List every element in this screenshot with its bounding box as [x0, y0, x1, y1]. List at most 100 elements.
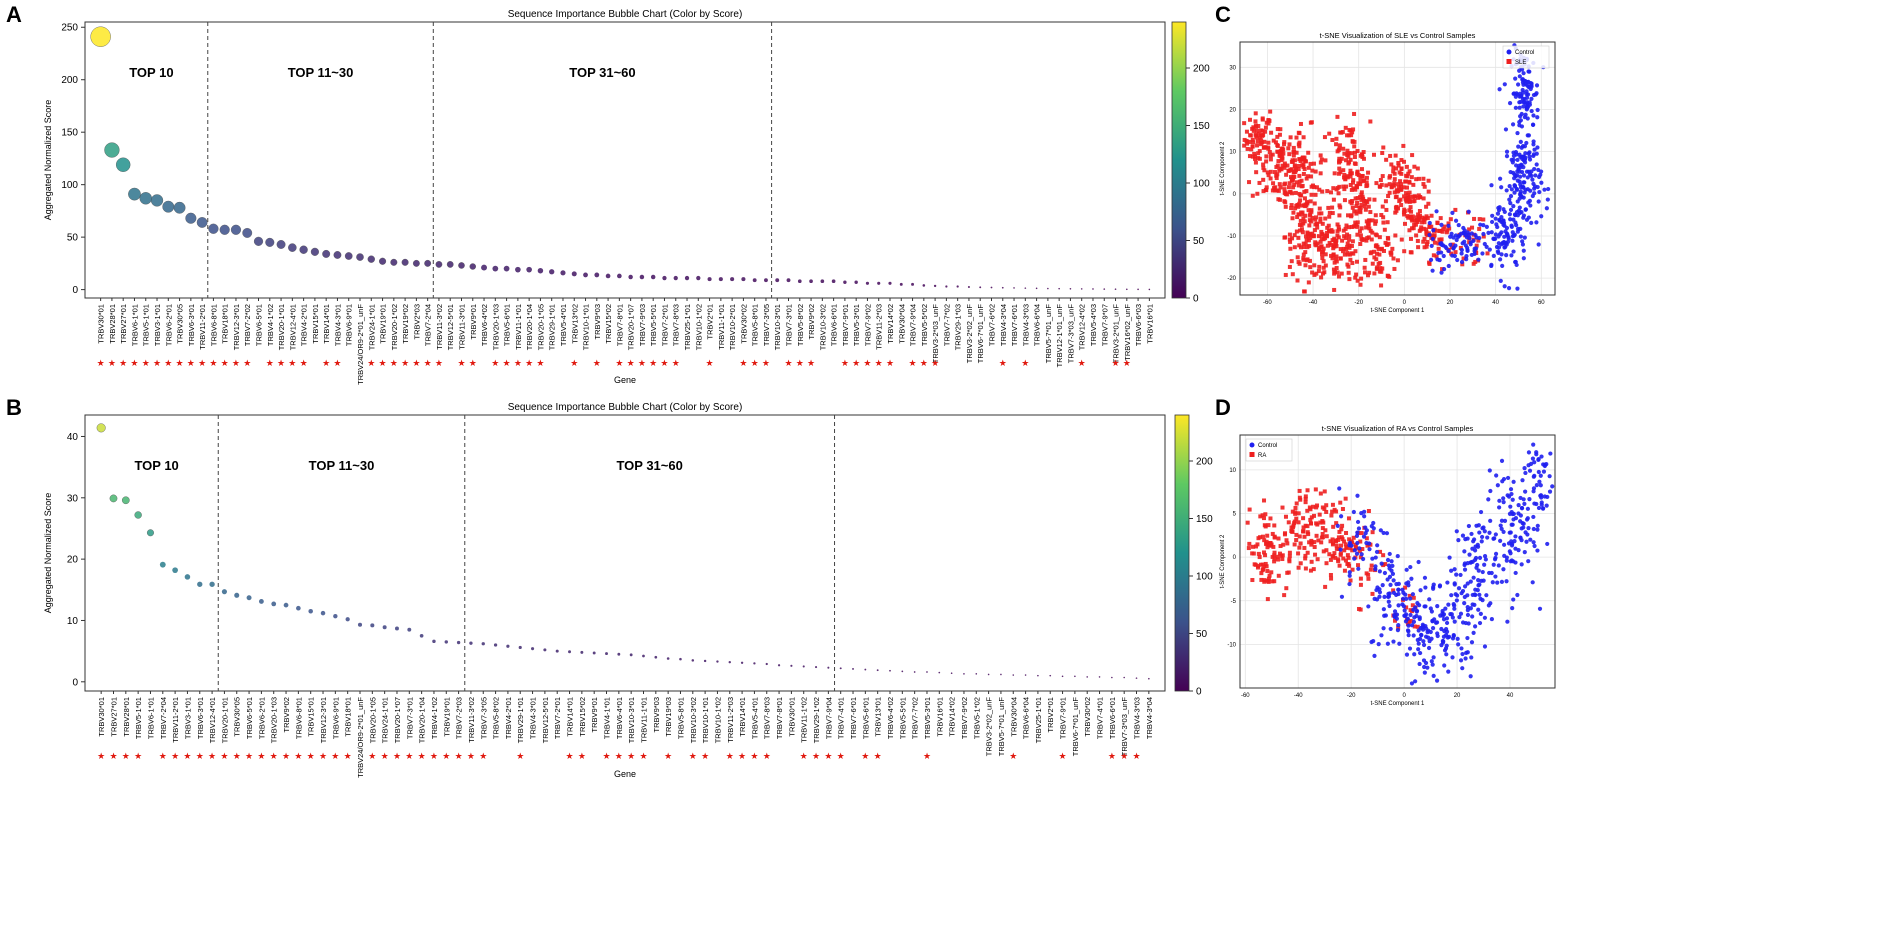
point-case — [1304, 237, 1309, 242]
point-case — [1416, 193, 1421, 198]
point-case — [1309, 208, 1314, 213]
point-case — [1335, 270, 1340, 275]
plot-frame — [1239, 434, 1556, 689]
point-case — [1392, 266, 1397, 271]
point-case — [1335, 149, 1340, 154]
point-case — [1288, 246, 1293, 251]
point-case — [1401, 210, 1406, 215]
bubble — [877, 281, 881, 285]
point-case — [1296, 511, 1301, 516]
point-case — [1245, 520, 1250, 525]
point-control — [1546, 186, 1551, 192]
point-case — [1366, 224, 1371, 229]
point-control — [1469, 655, 1474, 660]
x-tick-label: TRBV6-5*01 — [245, 697, 254, 739]
significance-star: ★ — [467, 751, 475, 761]
point-case — [1393, 205, 1398, 210]
x-tick-label: TRBV14*01 — [322, 304, 331, 344]
x-tick-label: TRBV9*03 — [593, 304, 602, 339]
point-case — [1343, 125, 1348, 130]
significance-star: ★ — [430, 751, 438, 761]
x-axis-label: Gene — [614, 769, 636, 779]
point-case — [1344, 223, 1349, 228]
point-case — [1247, 180, 1252, 185]
point-case — [1372, 197, 1377, 202]
point-case — [1242, 121, 1247, 126]
point-control — [1458, 658, 1464, 663]
x-tick-label: TRBV20-1*03 — [270, 697, 279, 743]
point-case — [1282, 165, 1287, 170]
point-case — [1342, 172, 1347, 177]
bubble — [786, 278, 791, 283]
point-control — [1411, 633, 1416, 638]
point-control — [1375, 543, 1380, 548]
point-control — [1388, 582, 1393, 587]
point-case — [1316, 234, 1321, 239]
point-control — [1508, 207, 1514, 212]
point-control — [1386, 563, 1392, 568]
x-tick-label: TRBV24/OR9-2*01_unF — [356, 697, 365, 778]
point-control — [1439, 241, 1444, 246]
bubble — [320, 610, 326, 616]
point-case — [1301, 171, 1306, 176]
colorbar-tick-label: 150 — [1193, 121, 1210, 132]
x-tick-label: TRBV7-4*01 — [837, 697, 846, 739]
point-case — [1350, 180, 1355, 185]
legend-box — [1245, 438, 1293, 462]
point-case — [1345, 232, 1350, 237]
x-tick-label: TRBV30*04 — [897, 304, 906, 344]
x-tick-label: TRBV16*01 — [1145, 304, 1154, 344]
point-case — [1340, 130, 1345, 135]
x-tick-label: TRBV4-3*03 — [1133, 697, 1142, 739]
point-control — [1503, 127, 1509, 132]
point-control — [1521, 195, 1526, 200]
point-control — [1480, 251, 1485, 256]
point-case — [1295, 255, 1300, 260]
x-tick-label: TRBV20-1*04 — [418, 697, 427, 743]
x-tick-label: TRBV6-8*01 — [294, 697, 303, 739]
x-tick-label: TRBV14*02 — [886, 304, 895, 344]
x-tick-label: TRBV6-8*01 — [209, 304, 218, 346]
point-case — [1280, 557, 1285, 562]
point-control — [1511, 150, 1516, 155]
point-case — [1407, 190, 1412, 195]
x-tick-label: TRBV4-2*01 — [300, 304, 309, 346]
point-control — [1458, 572, 1463, 578]
point-control — [1529, 220, 1534, 226]
point-case — [1355, 170, 1360, 175]
point-case — [1267, 573, 1272, 578]
point-case — [1368, 567, 1373, 572]
point-case — [1354, 259, 1359, 264]
x-tick-label: TRBV10-3*01 — [627, 697, 636, 743]
point-control — [1494, 244, 1500, 250]
point-case — [1357, 205, 1362, 210]
x-tick-label: TRBV12-3*01 — [319, 697, 328, 743]
point-case — [1314, 185, 1319, 190]
point-case — [1324, 561, 1329, 566]
bubble — [537, 267, 544, 274]
point-control — [1456, 234, 1461, 239]
bubble — [580, 650, 584, 654]
point-case — [1379, 269, 1384, 274]
point-control — [1532, 460, 1537, 465]
point-case — [1334, 187, 1339, 192]
point-case — [1320, 232, 1325, 237]
point-case — [1248, 133, 1253, 138]
x-tick-label: TRBV11-1*01 — [639, 697, 648, 743]
point-control — [1386, 591, 1391, 596]
point-case — [1383, 562, 1388, 567]
bubble — [926, 671, 928, 673]
point-control — [1531, 113, 1536, 118]
significance-star: ★ — [615, 751, 623, 761]
point-control — [1531, 489, 1536, 494]
point-case — [1317, 264, 1322, 269]
point-case — [1309, 538, 1314, 543]
point-case — [1340, 238, 1345, 243]
x-tick-label: TRBV5-1*01 — [134, 697, 143, 739]
point-case — [1330, 537, 1335, 542]
point-case — [1409, 216, 1414, 221]
point-control — [1521, 104, 1526, 109]
point-case — [1351, 251, 1356, 256]
point-case — [1399, 237, 1404, 242]
point-case — [1399, 166, 1404, 171]
